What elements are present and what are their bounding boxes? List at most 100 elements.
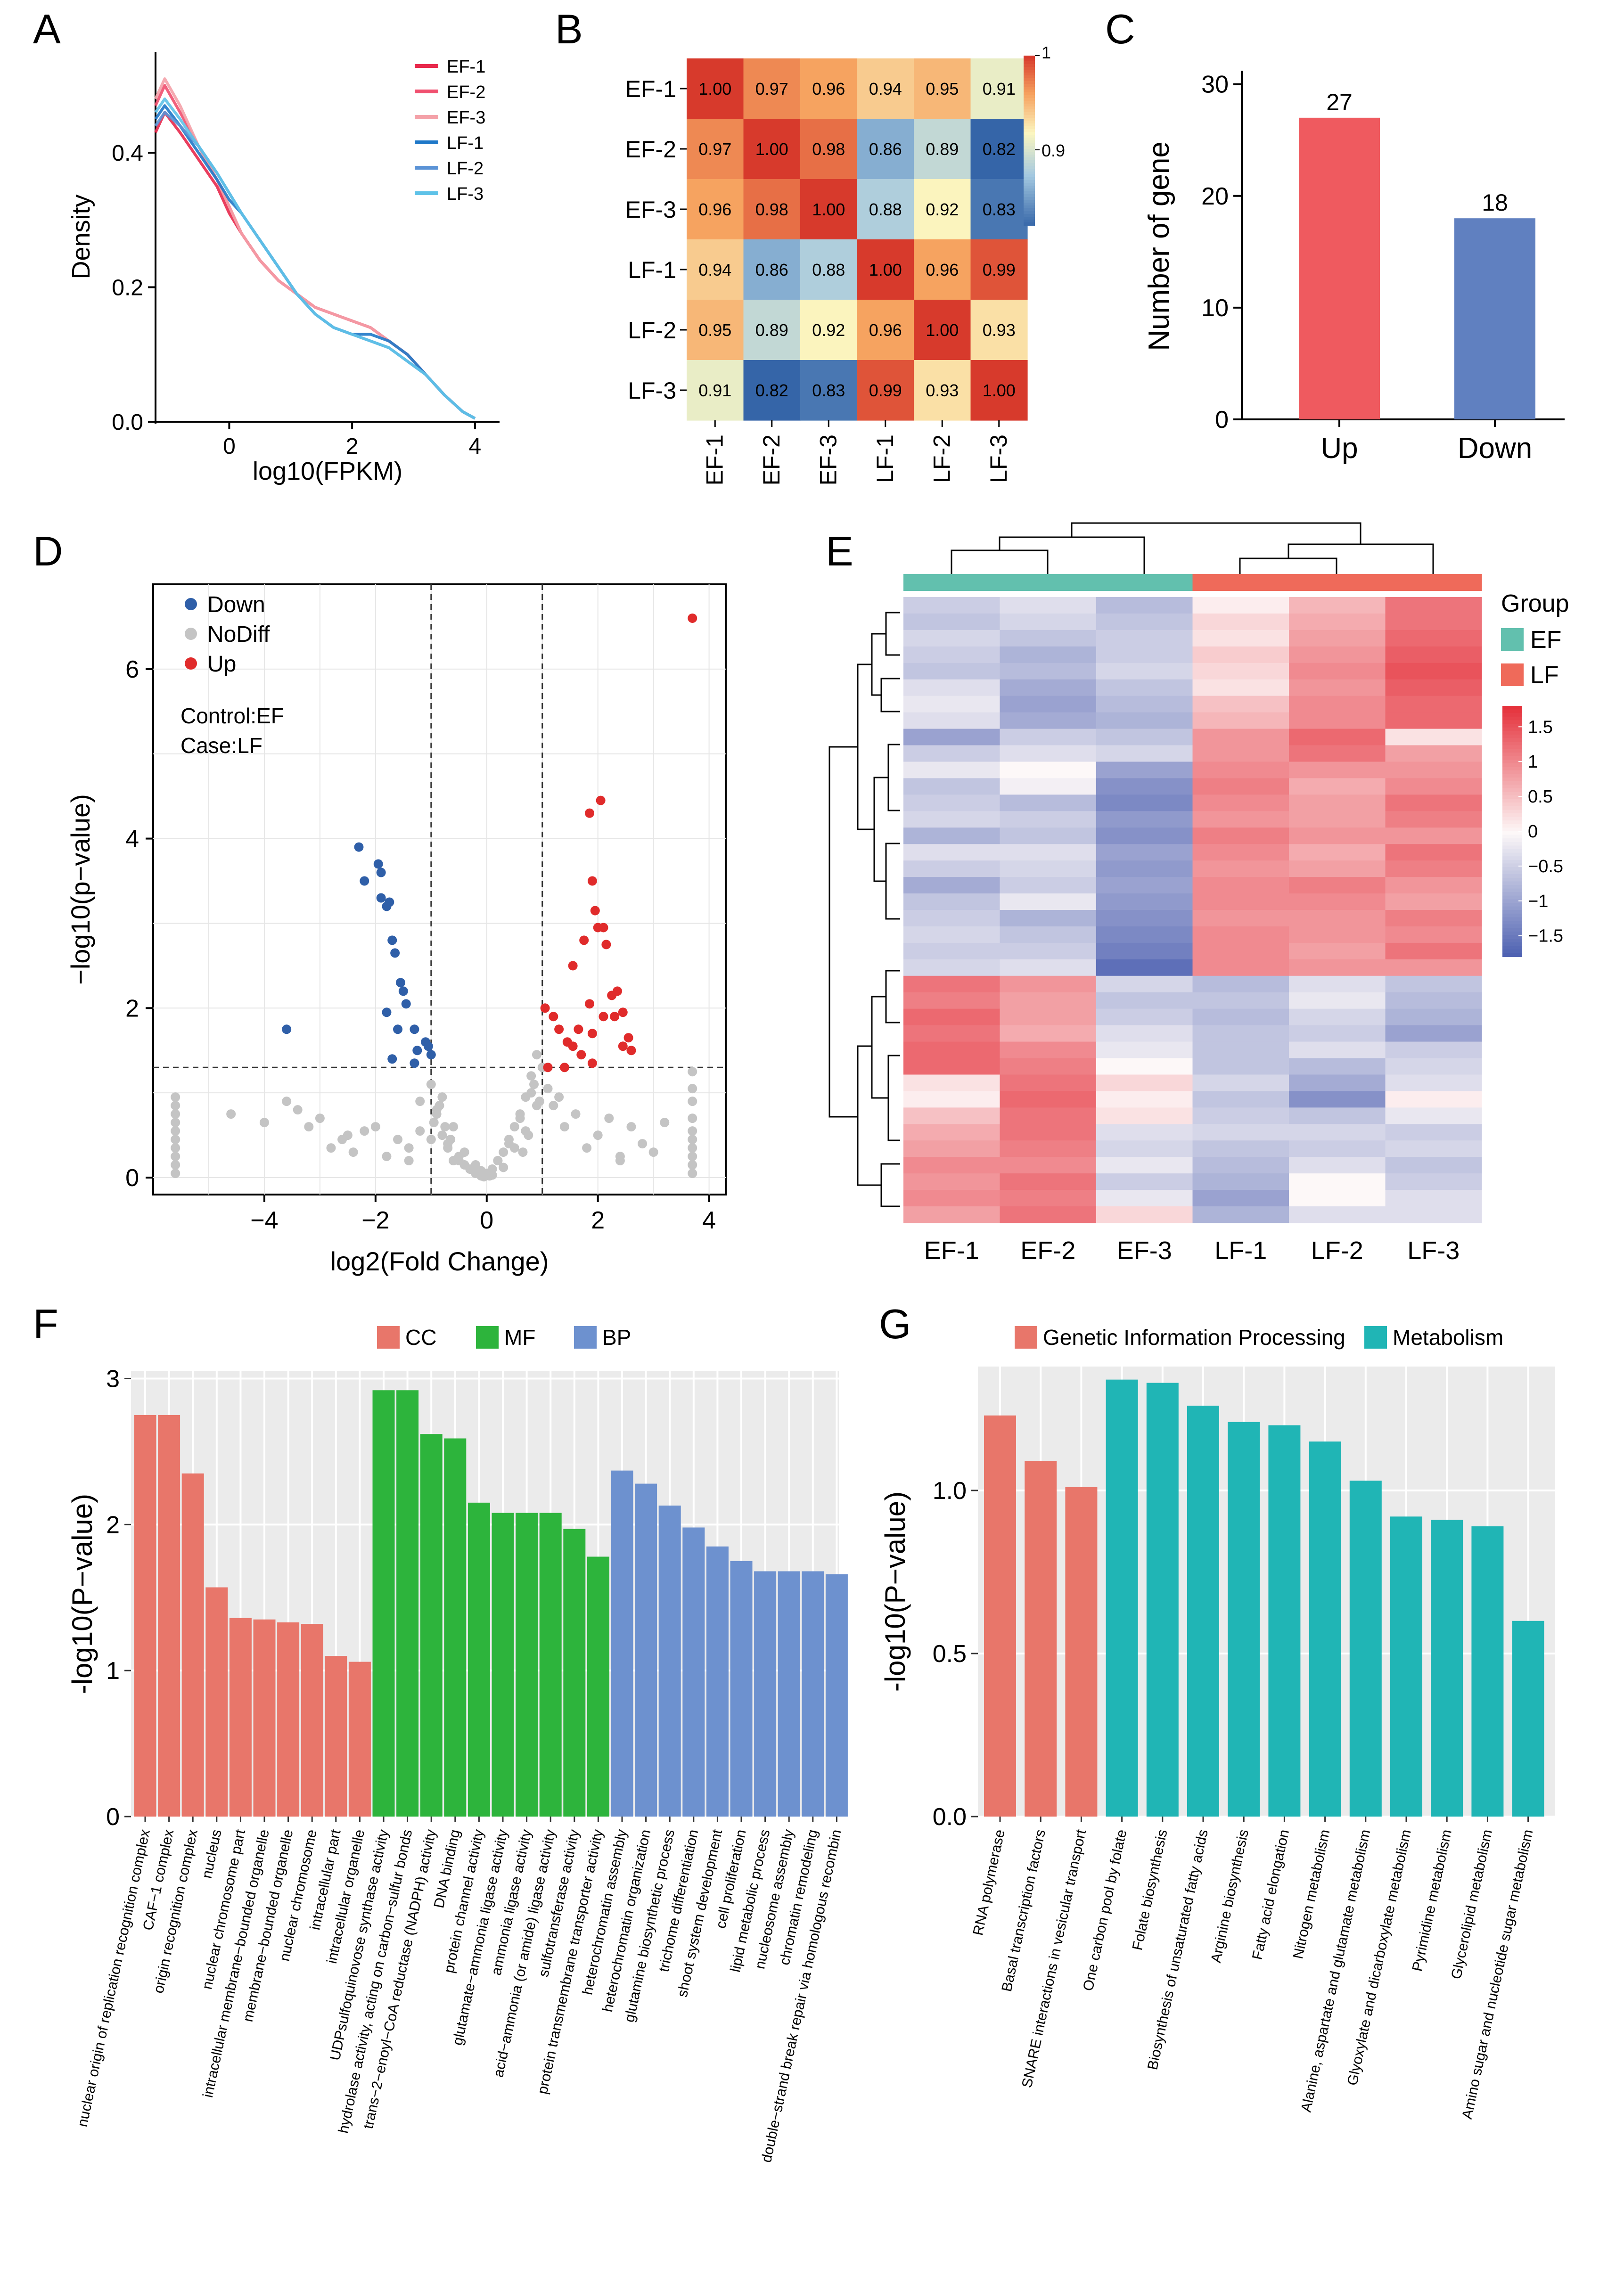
panel-e-cell [1096,679,1193,696]
panel-d-point-nodiff [382,1152,392,1162]
panel-e-cell [1000,1206,1097,1223]
panel-e-colorbar-segment [1502,881,1522,885]
panel-e-cell [1096,893,1193,910]
panel-e-cell [1385,893,1482,910]
panel-e-cell [903,1173,1001,1190]
panel-e-cell [1385,959,1482,976]
panel-d-legend-label: Up [207,652,236,677]
panel-e-cell [903,646,1001,663]
panel-f-bar [611,1470,633,1817]
panel-e-cell [1000,1058,1097,1075]
panel-a-line-ef-3 [154,77,476,420]
panel-f-bar [134,1415,156,1817]
panel-e-colorbar-segment [1502,895,1522,900]
panel-b-cell-label: 0.96 [698,200,731,219]
panel-e-colorbar-segment [1502,928,1522,932]
panel-e-cell [1289,1091,1386,1108]
panel-e-colorbar-segment [1502,935,1522,939]
panel-b-colorbar-segment [1024,152,1035,155]
panel-e-cell [1289,860,1386,877]
panel-e-cell [1385,1157,1482,1174]
panel-g-bar [1065,1487,1098,1817]
panel-g-bar [1309,1441,1341,1817]
panel-e-cell [1385,860,1482,877]
panel-b-cell-label: 0.93 [926,381,959,400]
panel-e-colorbar-segment [1502,845,1522,850]
panel-b-cell-label: 0.88 [869,200,902,219]
panel-e-cell [1192,679,1289,696]
panel-e-cell [1192,1124,1289,1141]
panel-d-point-nodiff [543,1084,553,1094]
panel-d-point-nodiff [171,1160,180,1170]
panel-e-cell [1289,761,1386,779]
panel-d-point-down [423,1041,433,1051]
panel-f-bar [516,1513,538,1817]
panel-g-bar [1390,1516,1422,1817]
panel-b-row-label: LF-2 [628,317,676,344]
panel-e-row-dendrogram [887,1055,900,1141]
panel-e-cell [903,1140,1001,1157]
panel-e-colorbar-label: 1 [1528,752,1538,772]
panel-b-cell [743,300,801,360]
panel-b-colorbar-segment [1024,191,1035,195]
panel-e-cell [1192,1058,1289,1075]
panel-e-row-dendrogram [857,1045,881,1186]
panel-c-value-label: 27 [1326,89,1353,115]
panel-e-cell [1096,646,1193,663]
panel-b-colorbar-segment [1024,200,1035,203]
panel-e-cell [903,893,1001,910]
panel-d-point-nodiff [446,1135,456,1145]
panel-b-colorbar-segment [1024,149,1035,152]
panel-e-cell [903,696,1001,713]
panel-d-point-nodiff [171,1126,180,1136]
panel-e-col-label: LF-1 [1214,1236,1267,1265]
panel-a-x-tick-label: 0 [223,434,236,459]
panel-b-cell [687,239,744,300]
panel-e-cell [1192,860,1289,877]
panel-e-cell [903,778,1001,795]
panel-e-cell [1289,646,1386,663]
panel-d-point-down [393,1024,403,1034]
panel-f-bar [325,1656,347,1817]
panel-b-cell [687,360,744,421]
panel-e-legend-swatch [1501,628,1524,651]
panel-d-y-tick-label: 0 [125,1164,139,1192]
panel-g-y-label: -log10(P−value) [879,1491,911,1692]
panel-b-colorbar-segment [1024,169,1035,172]
panel-e-cell [1192,992,1289,1009]
panel-e-cell [1192,745,1289,762]
panel-d-point-down [373,859,383,869]
panel-f-legend-label: MF [504,1325,535,1350]
panel-f-bar [420,1434,443,1817]
panel-b-cell [914,300,971,360]
panel-e-colorbar-segment [1502,749,1522,753]
panel-b-cell [914,360,971,421]
panel-b-cell-label: 0.97 [755,79,788,98]
panel-g-category-label: Folate biosynthesis [1129,1828,1171,1951]
panel-e-cell [1000,1157,1097,1174]
panel-a-y-label: Density [67,194,95,279]
panel-e-colorbar-segment [1502,781,1522,786]
panel-b-cell [687,58,744,119]
panel-d-point-down [376,868,386,877]
panel-e-cell [903,1074,1001,1092]
panel-e-cell [1096,942,1193,960]
panel-d-point-nodiff [393,1135,403,1145]
panel-e-colorbar-segment [1502,913,1522,918]
panel-e-cell [1192,1206,1289,1223]
panel-e-colorbar-segment [1502,860,1522,864]
panel-e-cell [1096,729,1193,746]
panel-d-point-up [549,1012,558,1022]
panel-e-colorbar-segment [1502,831,1522,835]
panel-d-point-nodiff [404,1143,414,1153]
panel-e-colorbar-segment [1502,785,1522,789]
panel-d-point-nodiff [171,1143,180,1153]
panel-b-colorbar-segment [1024,205,1035,209]
panel-d-point-down [426,1050,436,1060]
panel-b-colorbar-segment [1024,87,1035,90]
panel-d-point-nodiff [426,1080,436,1089]
panel-e-cell [1000,794,1097,811]
panel-f-bar [205,1587,228,1817]
panel-e-colorbar-segment [1502,838,1522,843]
